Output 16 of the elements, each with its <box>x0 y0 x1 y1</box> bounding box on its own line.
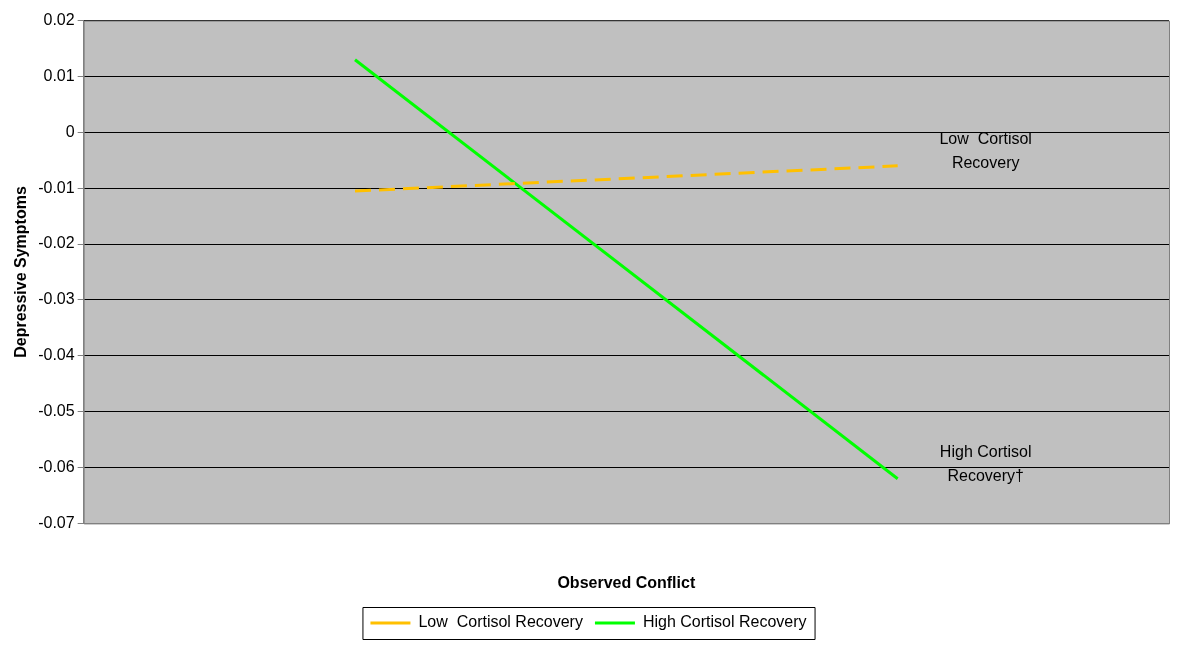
y-tick-label: -0.05 <box>38 402 75 420</box>
annotation: Low Cortisol Recovery <box>939 130 1032 172</box>
y-tick-label: -0.07 <box>38 513 75 531</box>
y-tick-label: -0.06 <box>38 457 75 475</box>
y-tick-label: -0.04 <box>38 346 75 364</box>
legend-label: Low Cortisol Recovery <box>418 613 583 631</box>
y-tick-label: -0.02 <box>38 234 75 252</box>
x-axis-title: Observed Conflict <box>557 573 696 591</box>
annotation: High Cortisol Recovery† <box>939 443 1032 485</box>
y-tick-label: -0.03 <box>38 290 75 308</box>
legend-label: High Cortisol Recovery <box>642 613 807 631</box>
y-axis-title: Depressive Symptoms <box>12 186 30 358</box>
y-tick-label: -0.01 <box>38 178 75 196</box>
y-tick-label: 0.01 <box>43 66 75 84</box>
y-tick-label: 0 <box>65 122 75 140</box>
y-tick-label: 0.02 <box>43 11 75 29</box>
